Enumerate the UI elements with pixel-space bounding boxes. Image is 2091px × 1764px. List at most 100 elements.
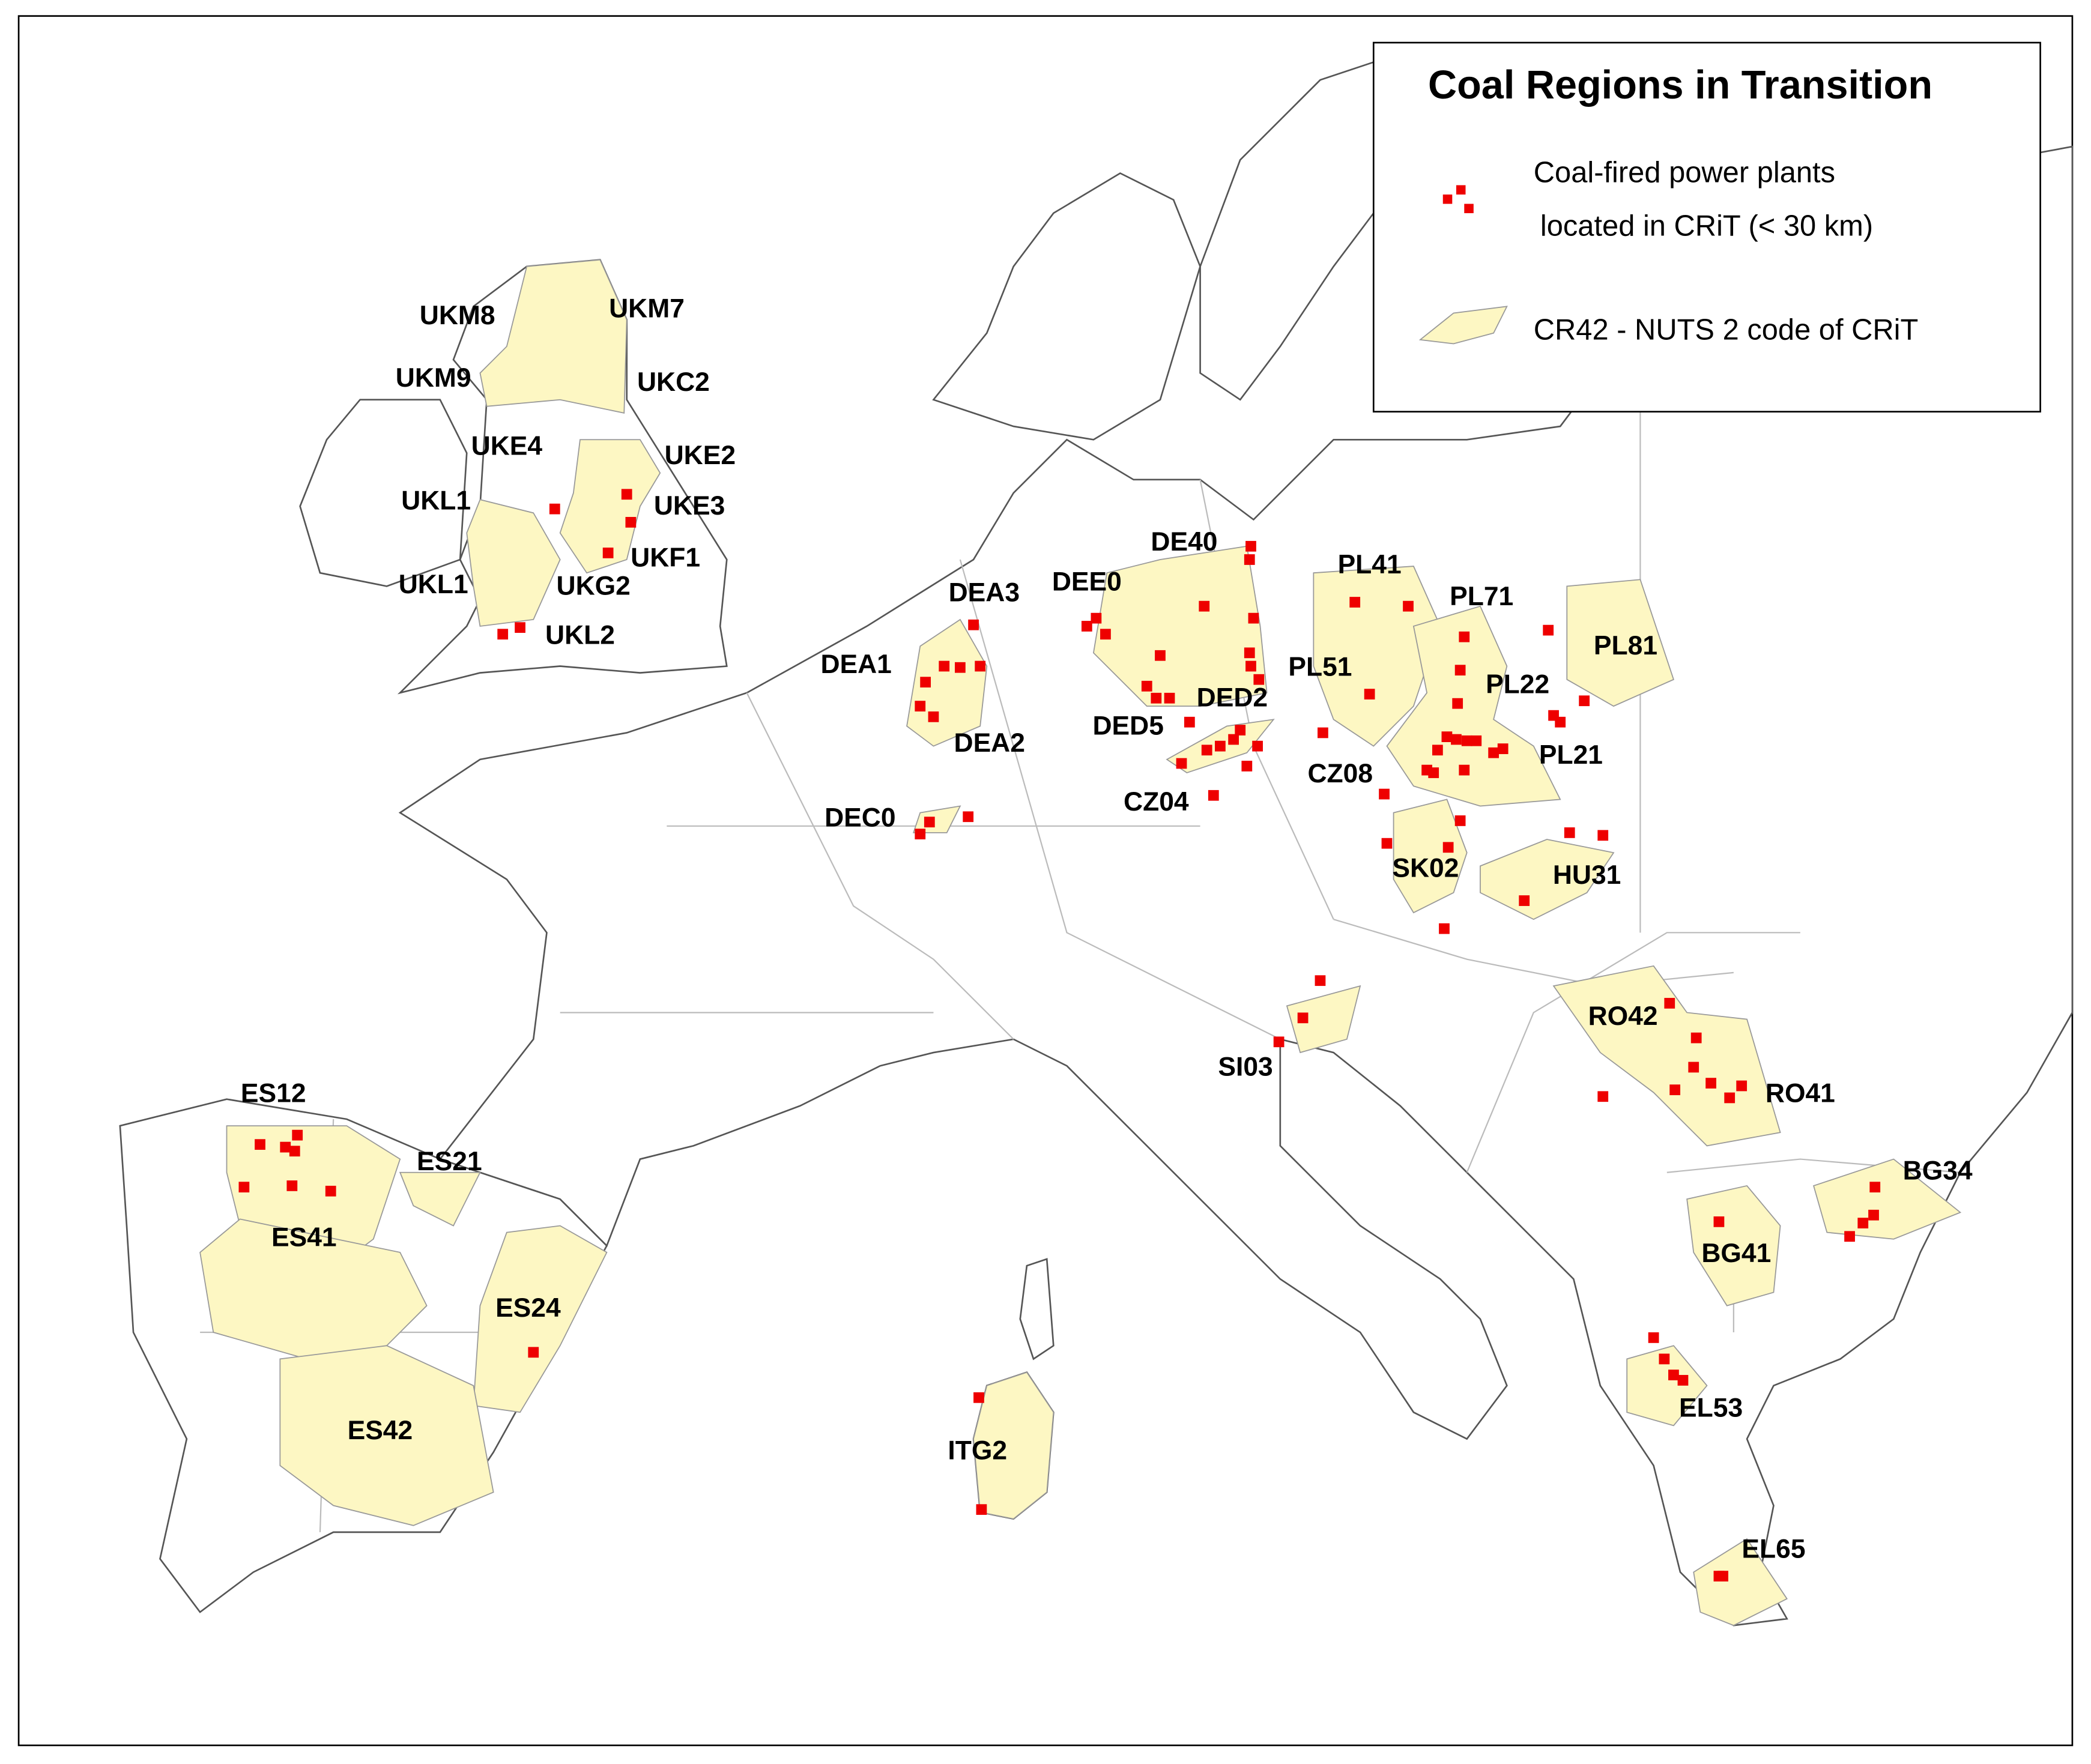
power-plant xyxy=(325,1185,336,1197)
power-plant xyxy=(1677,1375,1689,1386)
power-plant xyxy=(924,817,935,828)
region-label: UKC2 xyxy=(637,367,710,397)
power-plant xyxy=(1869,1182,1881,1193)
legend-box xyxy=(1372,41,2041,413)
power-plant xyxy=(1459,764,1470,776)
region-label: PL51 xyxy=(1288,653,1352,682)
region-label: EL53 xyxy=(1679,1393,1743,1422)
region-label: UKL1 xyxy=(401,486,471,515)
region-label: ES21 xyxy=(417,1147,482,1176)
legend-label: CR42 - NUTS 2 code of CRiT xyxy=(1534,313,1919,346)
region-labels: UKM8 UKM7 UKM9 UKC2 UKE4 UKE2 UKL1 UKE3 UKF1 UKL1… xyxy=(241,294,1973,1564)
power-plant xyxy=(621,489,632,500)
power-plant xyxy=(528,1347,539,1358)
region-label: DEA1 xyxy=(820,650,891,679)
power-plant xyxy=(602,548,614,558)
power-plant xyxy=(1199,600,1210,612)
region-label: BG34 xyxy=(1903,1156,1973,1185)
power-plant xyxy=(1381,838,1393,849)
power-plant xyxy=(1235,725,1246,736)
region-label: DED2 xyxy=(1197,683,1268,713)
region-label: DEC0 xyxy=(825,803,895,832)
power-plant xyxy=(1555,716,1566,728)
power-plant xyxy=(920,677,931,688)
power-plant xyxy=(1688,1062,1699,1073)
power-plant xyxy=(1648,1332,1659,1343)
power-plant xyxy=(1164,692,1175,704)
power-plant xyxy=(1868,1209,1879,1221)
region-label: ES24 xyxy=(495,1293,561,1323)
power-plant xyxy=(289,1146,300,1157)
power-plant xyxy=(1543,624,1554,636)
power-plant xyxy=(1659,1353,1670,1365)
region-label: ES12 xyxy=(241,1079,306,1108)
region-label: RO41 xyxy=(1766,1079,1835,1108)
region-label: BG41 xyxy=(1701,1239,1771,1268)
power-plant xyxy=(1451,734,1462,745)
power-plant xyxy=(1244,647,1255,659)
region-label: UKM7 xyxy=(609,294,685,324)
power-plant xyxy=(1315,975,1326,986)
region-label: UKF1 xyxy=(631,543,700,573)
region-label: ES42 xyxy=(348,1416,413,1445)
power-plant xyxy=(915,701,926,711)
power-plant xyxy=(280,1141,291,1153)
region-label: ES41 xyxy=(271,1222,337,1252)
region-label: UKL2 xyxy=(545,620,615,650)
power-plant xyxy=(1669,1084,1681,1096)
region-label: UKE3 xyxy=(654,491,725,521)
legend-plant-icon xyxy=(1456,185,1466,195)
power-plant xyxy=(1519,895,1530,906)
power-plant xyxy=(1201,745,1212,756)
region-label: UKE2 xyxy=(665,441,736,470)
power-plant xyxy=(1248,612,1259,624)
power-plant xyxy=(1564,827,1575,838)
region-label: PL41 xyxy=(1338,550,1402,579)
region-label: UKL1 xyxy=(399,570,468,599)
power-plant xyxy=(1215,740,1226,752)
power-plant xyxy=(1713,1216,1725,1227)
power-plant xyxy=(1705,1078,1716,1089)
power-plant xyxy=(1432,745,1443,756)
region-label: PL81 xyxy=(1594,631,1657,660)
legend-plant-icon xyxy=(1442,194,1453,204)
power-plant xyxy=(963,811,974,823)
power-plant xyxy=(1297,1012,1309,1024)
power-plant xyxy=(1245,660,1256,672)
region-label: UKM9 xyxy=(396,363,471,393)
power-plant xyxy=(928,711,939,722)
power-plant xyxy=(1151,692,1162,704)
power-plant xyxy=(1441,731,1453,743)
power-plant xyxy=(1364,689,1375,699)
power-plant xyxy=(954,662,966,673)
region-label: DEA3 xyxy=(949,578,1020,607)
power-plant xyxy=(1857,1218,1869,1228)
power-plant xyxy=(1724,1092,1735,1104)
legend-region-icon xyxy=(1418,306,1508,345)
power-plant xyxy=(1244,554,1255,565)
power-plant xyxy=(1439,923,1450,934)
region-label: SK02 xyxy=(1392,854,1459,883)
power-plant xyxy=(1253,674,1265,685)
power-plant xyxy=(1844,1231,1855,1242)
power-plant xyxy=(1497,743,1508,754)
power-plant xyxy=(1579,695,1590,707)
region-label: EL65 xyxy=(1741,1535,1805,1564)
legend: Coal Regions in Transition Coal-fired po… xyxy=(1372,41,2041,413)
power-plant xyxy=(1471,735,1482,746)
crit-regions xyxy=(199,259,1962,1627)
power-plant xyxy=(915,829,926,839)
power-plant xyxy=(1091,612,1102,624)
power-plant xyxy=(1668,1370,1679,1380)
power-plant xyxy=(1141,680,1152,692)
power-plant xyxy=(1228,734,1239,745)
power-plant xyxy=(1597,1091,1609,1102)
power-plants xyxy=(238,489,1881,1581)
power-plant xyxy=(1208,790,1219,801)
power-plant xyxy=(1403,600,1414,612)
region-label: PL21 xyxy=(1539,740,1603,770)
power-plant xyxy=(625,516,637,528)
legend-plant-icon xyxy=(1464,204,1474,214)
